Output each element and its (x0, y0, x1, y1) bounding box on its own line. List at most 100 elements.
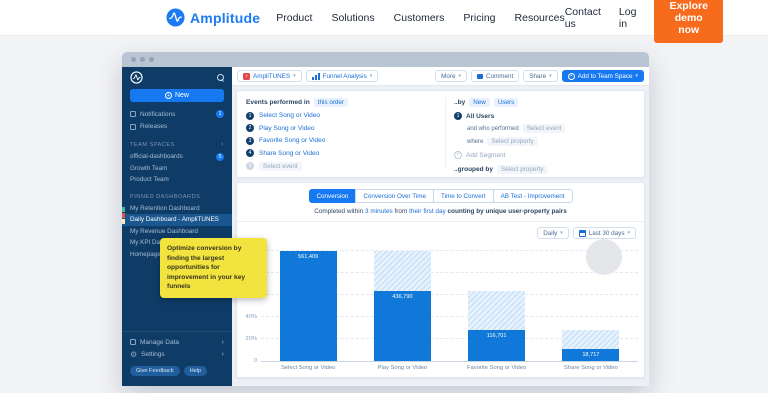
sidebar-item-notifications[interactable]: Notifications 1 (122, 108, 232, 121)
bar-solid[interactable]: 436,790 (373, 291, 431, 361)
x-axis-label: Select Song or Video (280, 365, 336, 371)
sidebar-item-daily-dashboard[interactable]: Daily Dashboard - AmpliTUNES (122, 214, 232, 226)
add-segment-icon: + (454, 151, 462, 159)
nav-customers[interactable]: Customers (393, 11, 445, 24)
tab-conversion[interactable]: Conversion (308, 189, 357, 203)
minutes-unit[interactable]: minutes (370, 208, 393, 215)
gridline (261, 294, 638, 295)
team-spaces-header[interactable]: TEAM SPACES › (130, 141, 224, 148)
nav-product[interactable]: Product (276, 11, 313, 24)
sidebar-item-growth-team[interactable]: Growth Team (130, 164, 168, 172)
search-icon[interactable] (217, 73, 224, 81)
sidebar-item-releases[interactable]: Releases (122, 121, 232, 134)
amplitude-logo[interactable]: Amplitude (166, 8, 260, 27)
tab-ab-test-improvement[interactable]: AB Test - Improvement (492, 189, 573, 203)
funnel-step-4[interactable]: 4 Share Song or Video (246, 149, 445, 157)
add-to-team-space-button[interactable]: + Add to Team Space ▾ (561, 70, 644, 82)
releases-icon (130, 123, 136, 130)
pinned-dashboards-header[interactable]: PINNED DASHBOARDS (130, 193, 201, 200)
performed-label: and who performed (467, 125, 519, 132)
demo-app-window: + New Notifications 1 Releases TEAM SPAC… (122, 52, 649, 386)
all-users-label[interactable]: All Users (466, 112, 495, 120)
chevron-right-icon: › (221, 351, 224, 359)
project-icon: ♪ (243, 72, 250, 80)
browser-titlebar (122, 52, 649, 67)
sidebar-item-retention-dashboard[interactable]: My Retention Dashboard (130, 204, 200, 212)
y-axis-tick: 0 (253, 358, 257, 364)
bar-select-song[interactable]: 561,409 Select Song or Video (279, 251, 337, 371)
order-selector-chip[interactable]: this order (313, 98, 349, 107)
sidebar-item-official-dashboards[interactable]: official-dashboards 5 (122, 151, 232, 163)
funnel-step-add[interactable]: 5 Select event (246, 161, 445, 171)
step-number: 3 (246, 136, 254, 145)
chevron-right-icon: › (221, 141, 224, 148)
y-axis-tick: 20% (245, 336, 257, 342)
add-segment-button[interactable]: Add Segment (466, 151, 506, 159)
select-event-chip[interactable]: Select event (259, 161, 302, 171)
contact-us-link[interactable]: Contact us (564, 5, 601, 30)
sidebar-amplitude-icon[interactable] (130, 70, 143, 84)
date-range-dropdown[interactable]: Last 30 days ▾ (572, 227, 636, 239)
grouped-by-label: ..grouped by (454, 166, 493, 173)
chart-controls: Daily ▾ Last 30 days ▾ (537, 227, 636, 239)
more-button[interactable]: More ▾ (435, 70, 468, 82)
give-feedback-button[interactable]: Give Feedback (130, 366, 180, 376)
select-property-chip[interactable]: Select property (487, 137, 538, 146)
minutes-value[interactable]: 3 (365, 208, 369, 215)
login-link[interactable]: Log in (618, 5, 637, 30)
plus-icon: + (567, 72, 575, 80)
users-chip[interactable]: Users (493, 98, 519, 107)
first-day-selector[interactable]: their first day (409, 208, 446, 215)
amplitude-logo-icon (166, 8, 185, 27)
counting-by-label[interactable]: counting by unique user-property pairs (447, 208, 567, 215)
step-number: 2 (246, 124, 254, 132)
bar-value: 436,790 (392, 294, 413, 301)
new-button[interactable]: + New (130, 89, 224, 102)
select-event-chip[interactable]: Select event (522, 124, 566, 133)
analysis-selector[interactable]: Funnel Analysis ▾ (305, 70, 379, 82)
tab-time-to-convert[interactable]: Time to Convert (433, 189, 494, 203)
interval-dropdown[interactable]: Daily ▾ (537, 227, 569, 239)
funnel-step-2[interactable]: 2 Play Song or Video (246, 124, 445, 132)
window-maximize-dot[interactable] (149, 57, 154, 62)
sidebar-item-product-team[interactable]: Product Team (130, 176, 169, 184)
window-close-dot[interactable] (131, 57, 136, 62)
bar-solid[interactable]: 561,409 (279, 251, 337, 361)
sidebar-item-revenue-dashboard[interactable]: My Revenue Dashboard (130, 227, 198, 235)
project-selector[interactable]: ♪ AmpliTUNES ▾ (237, 70, 302, 82)
x-axis-label: Favorite Song or Video (467, 365, 527, 371)
nav-solutions[interactable]: Solutions (331, 11, 375, 24)
tab-conversion-over-time[interactable]: Conversion Over Time (355, 189, 434, 203)
explore-demo-button[interactable]: Explore demo now (654, 0, 723, 43)
sidebar-item-kpi-dashboard[interactable]: My KPI Dashboard (130, 239, 183, 247)
funnel-step-3[interactable]: 3 Favorite Song or Video (246, 136, 445, 145)
help-button[interactable]: Help (183, 366, 208, 376)
bar-play-song[interactable]: 436,790 Play Song or Video (373, 251, 431, 371)
gridline (261, 338, 638, 339)
funnel-chart-plot: 0 20% 40% 60% 80% 100% 561,409 (242, 248, 638, 371)
new-users-chip[interactable]: New (469, 98, 490, 107)
y-axis-tick: 40% (245, 314, 257, 320)
app-topbar: ♪ AmpliTUNES ▾ Funnel Analysis ▾ More ▾ (232, 67, 649, 86)
step-number: 4 (246, 149, 254, 157)
nav-pricing[interactable]: Pricing (463, 11, 496, 24)
official-dashboards-badge: 5 (216, 152, 224, 161)
select-property-chip[interactable]: Select property (497, 165, 548, 174)
brand-name: Amplitude (190, 9, 261, 26)
app-main: ♪ AmpliTUNES ▾ Funnel Analysis ▾ More ▾ (232, 67, 649, 386)
x-axis-label: Play Song or Video (377, 365, 428, 371)
bar-share-song[interactable]: 18,717 Share Song or Video (562, 251, 620, 371)
sidebar-item-settings[interactable]: ⚙ Settings › (130, 349, 224, 359)
window-minimize-dot[interactable] (140, 57, 145, 62)
nav-resources[interactable]: Resources (514, 11, 565, 24)
comment-button[interactable]: Comment (471, 70, 520, 82)
sidebar-edge-markers (122, 207, 125, 225)
chevron-down-icon: ▾ (369, 73, 373, 79)
share-button[interactable]: Share ▾ (523, 70, 558, 82)
bar-solid[interactable]: 116,701 (468, 329, 526, 361)
bar-solid[interactable]: 18,717 (562, 349, 620, 361)
sidebar-item-manage-data[interactable]: Manage Data › (122, 336, 232, 349)
funnel-step-1[interactable]: 1 Select Song or Video (246, 111, 445, 120)
segment-number: 1 (454, 112, 462, 120)
bar-favorite-song[interactable]: 116,701 Favorite Song or Video (467, 251, 526, 371)
